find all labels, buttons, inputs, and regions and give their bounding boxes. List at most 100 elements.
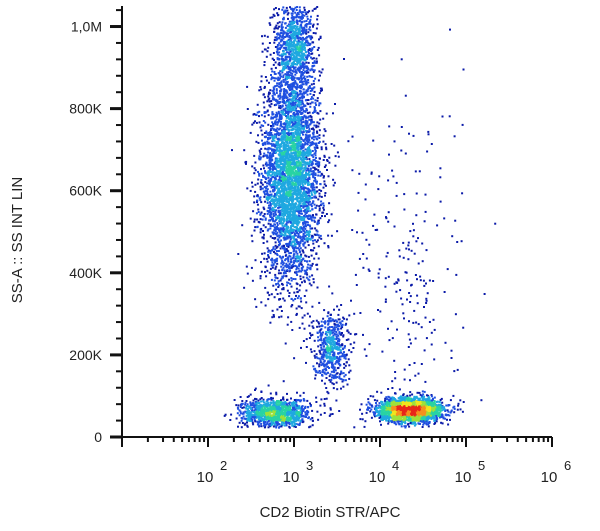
event-dot bbox=[263, 167, 265, 170]
event-dot bbox=[308, 35, 311, 38]
event-dot bbox=[267, 46, 270, 49]
event-dot bbox=[274, 73, 277, 75]
event-dot bbox=[307, 151, 310, 153]
event-dot bbox=[315, 253, 318, 255]
event-dot bbox=[279, 156, 282, 159]
event-dot bbox=[289, 31, 292, 34]
event-dot bbox=[307, 278, 310, 281]
event-dot bbox=[280, 310, 283, 312]
event-dot bbox=[315, 104, 318, 106]
event-dot bbox=[264, 218, 267, 221]
event-dot bbox=[281, 131, 284, 133]
event-dot bbox=[292, 8, 295, 11]
event-dot bbox=[316, 135, 319, 138]
event-dot bbox=[307, 214, 310, 217]
event-dot bbox=[282, 54, 285, 57]
event-dot bbox=[271, 98, 274, 101]
event-dot bbox=[280, 175, 283, 178]
event-dot bbox=[291, 213, 294, 216]
event-dot bbox=[292, 108, 295, 111]
event-dot bbox=[302, 158, 305, 161]
event-dot bbox=[293, 233, 296, 236]
event-dot bbox=[306, 44, 309, 47]
event-dot bbox=[283, 12, 286, 15]
event-dot bbox=[293, 226, 296, 229]
event-dot bbox=[291, 141, 294, 144]
event-dot bbox=[273, 296, 276, 299]
event-dot bbox=[312, 278, 315, 281]
event-dot bbox=[298, 134, 301, 137]
event-dot bbox=[309, 36, 312, 39]
event-dot bbox=[312, 249, 315, 252]
event-dot bbox=[311, 24, 314, 27]
event-dot bbox=[305, 116, 308, 119]
event-dot bbox=[285, 121, 288, 124]
event-dot bbox=[263, 96, 266, 99]
event-dot bbox=[279, 213, 281, 216]
event-dot bbox=[309, 123, 312, 126]
event-dot bbox=[302, 57, 305, 60]
event-dot bbox=[279, 92, 282, 95]
event-dot bbox=[270, 100, 273, 103]
event-dot bbox=[292, 207, 295, 210]
event-dot bbox=[286, 205, 289, 208]
event-dot bbox=[295, 247, 298, 250]
event-dot bbox=[270, 259, 273, 262]
event-dot bbox=[281, 261, 284, 264]
event-dot bbox=[274, 261, 277, 264]
event-dot bbox=[313, 8, 316, 10]
event-dot bbox=[294, 27, 297, 30]
event-dot bbox=[295, 97, 298, 100]
event-dot bbox=[307, 202, 310, 205]
event-dot bbox=[317, 79, 320, 82]
event-dot bbox=[284, 214, 286, 217]
event-dot bbox=[290, 174, 293, 177]
event-dot bbox=[297, 99, 300, 102]
event-dot bbox=[315, 186, 318, 189]
event-dot bbox=[333, 181, 336, 184]
event-dot bbox=[293, 37, 296, 39]
event-dot bbox=[307, 99, 310, 101]
event-dot bbox=[268, 134, 271, 137]
event-dot bbox=[288, 53, 291, 55]
event-dot bbox=[294, 177, 297, 180]
event-dot bbox=[316, 131, 319, 134]
event-dot bbox=[298, 203, 301, 206]
event-dot bbox=[279, 40, 282, 43]
event-dot bbox=[291, 146, 294, 149]
event-dot bbox=[295, 194, 298, 197]
event-dot bbox=[296, 40, 299, 43]
event-dot bbox=[299, 19, 301, 22]
event-dot bbox=[311, 274, 314, 277]
event-dot bbox=[291, 172, 294, 175]
event-dot bbox=[277, 153, 280, 156]
event-dot bbox=[298, 167, 301, 170]
event-dot bbox=[282, 33, 285, 36]
event-dot bbox=[281, 155, 284, 158]
event-dot bbox=[269, 267, 272, 270]
event-dot bbox=[318, 195, 321, 198]
event-dot bbox=[283, 132, 286, 135]
event-dot bbox=[315, 213, 318, 216]
event-dot bbox=[311, 68, 314, 71]
event-dot bbox=[275, 115, 278, 118]
event-dot bbox=[243, 286, 246, 289]
event-dot bbox=[285, 175, 288, 178]
event-dot bbox=[258, 121, 261, 124]
event-dot bbox=[286, 235, 289, 238]
event-dot bbox=[306, 130, 309, 133]
event-dot bbox=[320, 146, 323, 149]
event-dot bbox=[258, 155, 261, 158]
event-dot bbox=[271, 111, 274, 114]
event-dot bbox=[309, 151, 312, 154]
event-dot bbox=[281, 138, 283, 141]
event-dot bbox=[279, 44, 282, 47]
event-dot bbox=[263, 257, 266, 260]
event-dot bbox=[279, 153, 281, 156]
event-dot bbox=[297, 132, 299, 135]
event-dot bbox=[333, 144, 336, 147]
event-dot bbox=[289, 6, 291, 9]
event-dot bbox=[299, 199, 302, 202]
event-dot bbox=[324, 192, 327, 194]
event-dot bbox=[263, 191, 266, 194]
